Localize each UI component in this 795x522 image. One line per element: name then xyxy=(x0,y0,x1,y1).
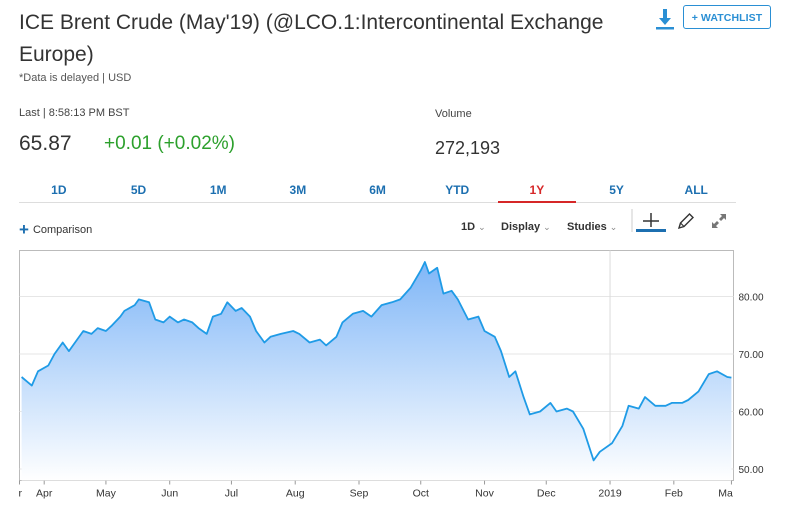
x-tick-label: Feb xyxy=(665,488,683,500)
y-tick-label: 70.00 xyxy=(739,350,764,361)
display-label: Display xyxy=(501,221,541,233)
last-trade-label: Last | 8:58:13 PM BST xyxy=(19,107,130,119)
comparison-button[interactable]: + Comparison xyxy=(19,220,92,240)
x-tick-label: Oct xyxy=(413,488,429,500)
range-tabs: 1D 5D 1M 3M 6M YTD 1Y 5Y ALL xyxy=(19,180,736,203)
x-tick-label: Jun xyxy=(161,488,178,500)
volume-label: Volume xyxy=(435,108,472,120)
x-tick-label: 2019 xyxy=(598,488,622,500)
studies-label: Studies xyxy=(567,221,607,233)
x-tick-label: Aug xyxy=(286,488,305,500)
chevron-down-icon: ⌄ xyxy=(543,222,551,232)
x-tick-label: Sep xyxy=(350,488,369,500)
price-line xyxy=(21,261,732,462)
display-dropdown[interactable]: Display ⌄ xyxy=(501,221,551,233)
comparison-label: Comparison xyxy=(32,224,93,236)
chevron-down-icon: ⌄ xyxy=(609,222,618,232)
x-tick-label: Apr xyxy=(36,488,53,500)
y-tick-label: 80.00 xyxy=(739,293,764,304)
x-tick-label: Ma xyxy=(718,488,733,500)
add-to-watchlist-button[interactable]: + WATCHLIST xyxy=(683,5,771,29)
instrument-title: ICE Brent Crude (May'19) (@LCO.1:Interco… xyxy=(19,11,604,66)
y-tick-label: 60.00 xyxy=(739,408,764,419)
x-tick-label: Dec xyxy=(537,488,556,500)
x-tick-label: r xyxy=(19,488,23,500)
download-icon[interactable] xyxy=(652,7,678,33)
pencil-icon[interactable] xyxy=(676,211,696,236)
last-price: 65.87 xyxy=(19,132,72,155)
tab-1d[interactable]: 1D xyxy=(51,183,67,197)
tab-ytd[interactable]: YTD xyxy=(445,183,470,197)
studies-dropdown[interactable]: Studies ⌄ xyxy=(567,221,617,233)
data-delayed-note: *Data is delayed | USD xyxy=(19,72,132,84)
tab-1m[interactable]: 1M xyxy=(209,183,227,197)
price-chart[interactable]: 50.00 60.00 70.00 80.00 r Apr May Jun Jul Aug Sep… xyxy=(0,250,795,522)
interval-dropdown[interactable]: 1D ⌄ xyxy=(461,221,486,233)
price-area xyxy=(21,262,732,481)
chevron-down-icon: ⌄ xyxy=(478,222,486,232)
x-tick-label: Jul xyxy=(225,488,238,500)
volume-value: 272,193 xyxy=(435,138,501,158)
x-tick-label: Nov xyxy=(475,488,494,500)
interval-value: 1D xyxy=(461,221,476,233)
tab-3m[interactable]: 3M xyxy=(289,183,307,197)
price-change: +0.01 (+0.02%) xyxy=(104,133,235,154)
tab-all[interactable]: ALL xyxy=(684,183,708,197)
tab-6m[interactable]: 6M xyxy=(369,183,386,197)
x-axis: r Apr May Jun Jul Aug Sep Oct Nov Dec 2019 Feb Ma xyxy=(19,480,733,500)
crosshair-icon[interactable] xyxy=(630,208,668,239)
expand-icon[interactable] xyxy=(709,211,729,236)
tab-1y[interactable]: 1Y xyxy=(497,180,577,203)
tab-5d[interactable]: 5D xyxy=(130,183,147,197)
tab-5y[interactable]: 5Y xyxy=(609,183,624,197)
x-tick-label: May xyxy=(96,488,117,500)
y-tick-label: 50.00 xyxy=(739,465,764,476)
plus-icon: + xyxy=(19,220,29,239)
y-axis: 50.00 60.00 70.00 80.00 xyxy=(739,293,764,477)
